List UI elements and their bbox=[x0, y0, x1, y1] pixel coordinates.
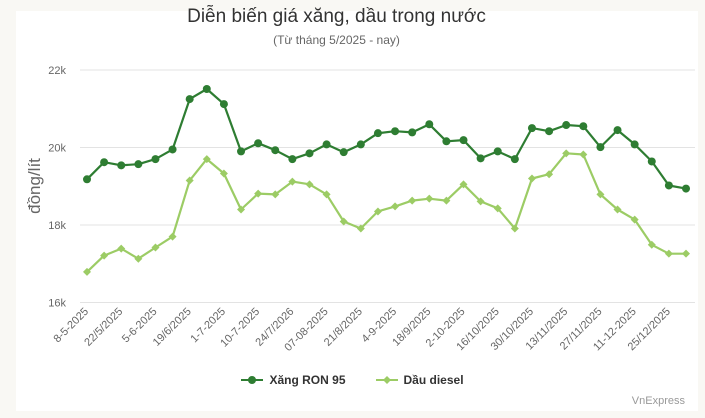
data-point-diamond-icon[interactable] bbox=[254, 189, 263, 198]
legend-circle-marker-icon bbox=[241, 376, 264, 384]
data-point-diamond-icon[interactable] bbox=[493, 204, 502, 213]
data-point-circle-icon[interactable] bbox=[664, 181, 673, 190]
legend-diamond-marker-icon bbox=[375, 376, 398, 384]
data-point-circle-icon[interactable] bbox=[134, 160, 143, 169]
data-point-diamond-icon[interactable] bbox=[579, 150, 588, 159]
data-point-diamond-icon[interactable] bbox=[408, 196, 417, 205]
data-point-circle-icon[interactable] bbox=[391, 127, 400, 136]
data-point-diamond-icon[interactable] bbox=[647, 240, 656, 249]
data-point-circle-icon[interactable] bbox=[373, 129, 382, 138]
data-point-diamond-icon[interactable] bbox=[168, 232, 177, 241]
data-point-diamond-icon[interactable] bbox=[545, 170, 554, 179]
series-line bbox=[86, 152, 686, 273]
legend: Xăng RON 95 Dầu diesel bbox=[0, 373, 705, 387]
data-point-circle-icon[interactable] bbox=[339, 148, 348, 157]
data-point-circle-icon[interactable] bbox=[168, 145, 177, 154]
x-axis-ticks: 8-5-202522/5/20255-6-202519/6/20251-7-20… bbox=[51, 306, 673, 354]
data-point-circle-icon[interactable] bbox=[527, 124, 536, 133]
data-point-diamond-icon[interactable] bbox=[339, 217, 348, 226]
data-point-circle-icon[interactable] bbox=[442, 137, 451, 146]
data-point-circle-icon[interactable] bbox=[613, 126, 622, 135]
data-point-diamond-icon[interactable] bbox=[185, 176, 194, 185]
data-point-diamond-icon[interactable] bbox=[305, 180, 314, 189]
data-point-diamond-icon[interactable] bbox=[271, 190, 280, 199]
y-tick-label: 20k bbox=[48, 143, 66, 155]
data-point-circle-icon[interactable] bbox=[305, 149, 314, 158]
data-point-circle-icon[interactable] bbox=[185, 95, 194, 104]
legend-item-diesel[interactable]: Dầu diesel bbox=[375, 373, 464, 387]
data-point-diamond-icon[interactable] bbox=[134, 254, 143, 263]
data-point-circle-icon[interactable] bbox=[254, 139, 263, 148]
data-point-circle-icon[interactable] bbox=[288, 155, 297, 164]
data-point-diamond-icon[interactable] bbox=[100, 251, 109, 260]
data-point-circle-icon[interactable] bbox=[83, 175, 91, 184]
data-point-circle-icon[interactable] bbox=[647, 157, 656, 166]
data-point-diamond-icon[interactable] bbox=[562, 149, 571, 158]
chart-card bbox=[16, 11, 698, 411]
y-tick-label: 18k bbox=[48, 220, 66, 232]
series-lines bbox=[83, 84, 690, 276]
data-point-diamond-icon[interactable] bbox=[682, 249, 690, 258]
data-point-circle-icon[interactable] bbox=[596, 143, 605, 152]
data-point-circle-icon[interactable] bbox=[476, 154, 485, 163]
data-point-diamond-icon[interactable] bbox=[630, 215, 639, 224]
data-point-circle-icon[interactable] bbox=[117, 161, 126, 170]
data-point-circle-icon[interactable] bbox=[562, 121, 571, 130]
data-point-circle-icon[interactable] bbox=[493, 147, 502, 156]
data-point-diamond-icon[interactable] bbox=[596, 190, 605, 199]
data-point-diamond-icon[interactable] bbox=[476, 197, 485, 206]
legend-label: Dầu diesel bbox=[403, 373, 464, 387]
data-point-diamond-icon[interactable] bbox=[219, 169, 228, 178]
data-point-diamond-icon[interactable] bbox=[442, 196, 451, 205]
data-point-circle-icon[interactable] bbox=[682, 184, 690, 193]
data-point-circle-icon[interactable] bbox=[545, 127, 554, 136]
series-diesel bbox=[83, 149, 690, 276]
data-point-circle-icon[interactable] bbox=[151, 155, 160, 164]
data-point-circle-icon[interactable] bbox=[322, 140, 331, 149]
data-point-circle-icon[interactable] bbox=[579, 122, 588, 131]
data-point-diamond-icon[interactable] bbox=[83, 267, 91, 276]
data-point-diamond-icon[interactable] bbox=[117, 244, 126, 253]
data-point-circle-icon[interactable] bbox=[510, 155, 519, 164]
data-point-diamond-icon[interactable] bbox=[356, 224, 365, 233]
y-axis-ticks: 16k 18k 20k 22k bbox=[48, 65, 66, 310]
data-point-diamond-icon[interactable] bbox=[527, 174, 536, 183]
data-point-diamond-icon[interactable] bbox=[425, 194, 434, 203]
data-point-circle-icon[interactable] bbox=[459, 136, 468, 145]
data-point-circle-icon[interactable] bbox=[271, 146, 280, 155]
legend-label: Xăng RON 95 bbox=[269, 373, 346, 387]
data-point-diamond-icon[interactable] bbox=[151, 243, 160, 252]
data-point-diamond-icon[interactable] bbox=[237, 205, 246, 214]
series-ron95 bbox=[83, 84, 690, 193]
chart-subtitle: (Từ tháng 5/2025 - nay) bbox=[273, 33, 400, 47]
data-point-diamond-icon[interactable] bbox=[391, 202, 400, 211]
data-point-circle-icon[interactable] bbox=[408, 128, 417, 137]
data-point-circle-icon[interactable] bbox=[356, 140, 365, 149]
data-point-diamond-icon[interactable] bbox=[664, 249, 673, 258]
y-axis-label: đồng/lít bbox=[25, 158, 44, 214]
data-point-circle-icon[interactable] bbox=[237, 147, 246, 156]
gridlines bbox=[80, 69, 695, 303]
data-point-diamond-icon[interactable] bbox=[202, 155, 211, 164]
y-tick-label: 16k bbox=[48, 298, 66, 310]
data-point-circle-icon[interactable] bbox=[202, 84, 211, 93]
series-line bbox=[86, 87, 687, 190]
data-point-circle-icon[interactable] bbox=[219, 100, 228, 109]
data-point-diamond-icon[interactable] bbox=[322, 190, 331, 199]
data-point-diamond-icon[interactable] bbox=[613, 205, 622, 214]
y-tick-label: 22k bbox=[48, 65, 66, 77]
data-point-circle-icon[interactable] bbox=[100, 158, 109, 167]
data-point-diamond-icon[interactable] bbox=[373, 207, 382, 216]
legend-item-ron95[interactable]: Xăng RON 95 bbox=[241, 373, 346, 387]
data-point-diamond-icon[interactable] bbox=[288, 177, 297, 186]
data-point-diamond-icon[interactable] bbox=[510, 224, 519, 233]
data-point-circle-icon[interactable] bbox=[630, 140, 639, 149]
source-credit: VnExpress bbox=[631, 395, 685, 407]
data-point-diamond-icon[interactable] bbox=[459, 180, 468, 189]
data-point-circle-icon[interactable] bbox=[425, 120, 434, 129]
chart-title: Diễn biến giá xăng, dầu trong nước bbox=[187, 6, 486, 27]
